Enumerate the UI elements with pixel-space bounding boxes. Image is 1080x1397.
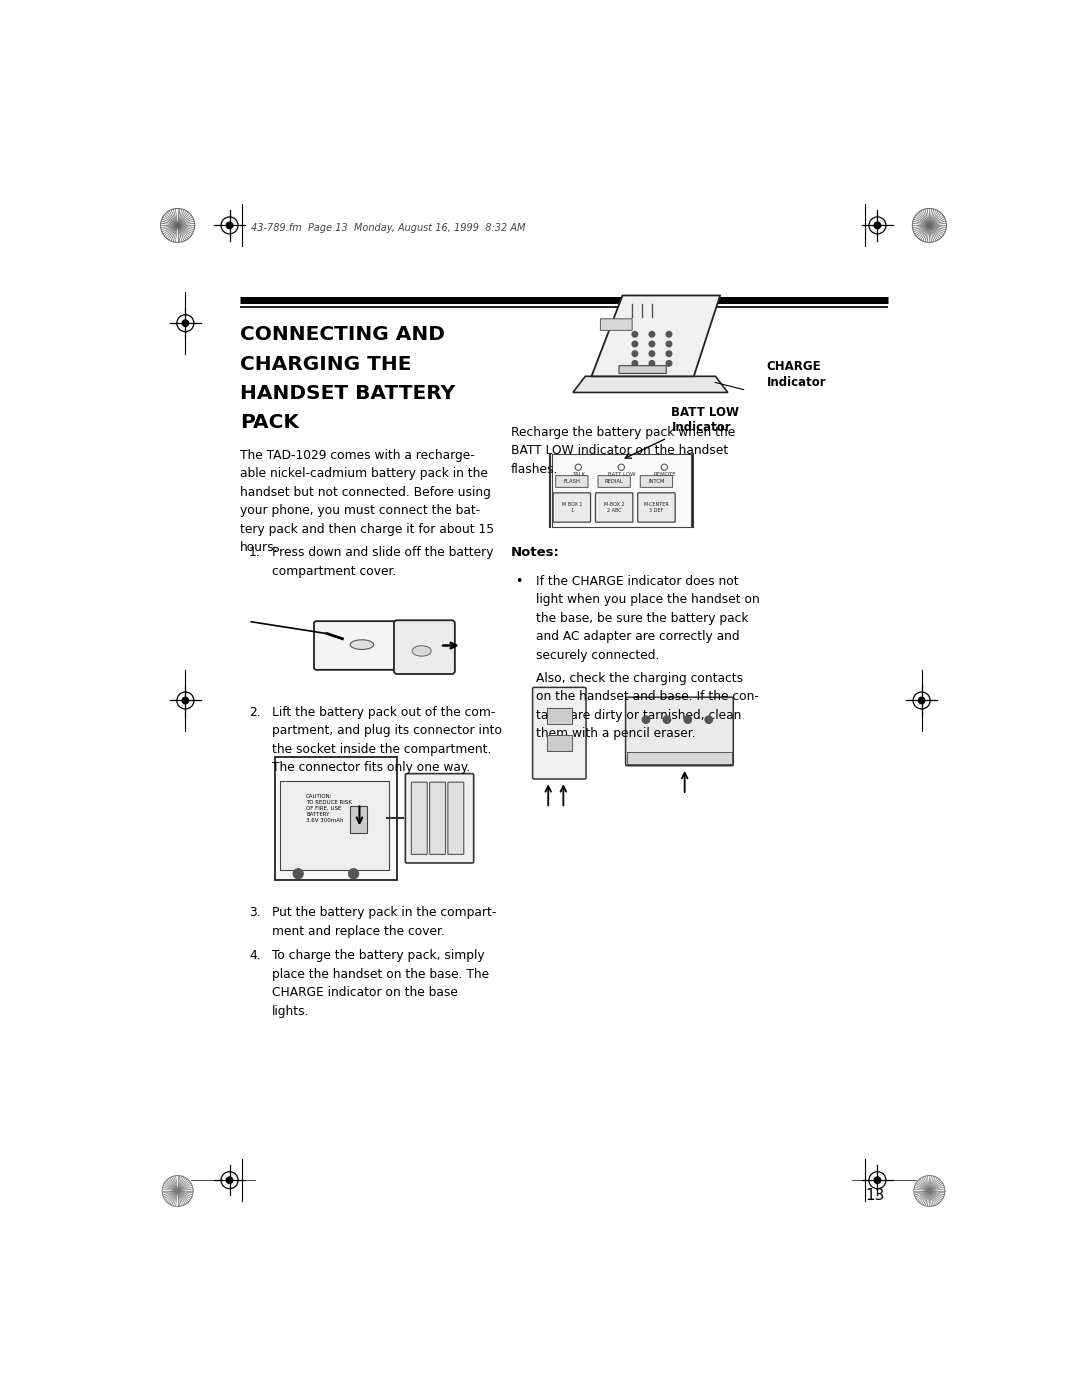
Text: 13: 13 [865,1187,885,1203]
Ellipse shape [413,645,431,657]
FancyBboxPatch shape [411,782,428,855]
Text: M-CENTER
3 DEF: M-CENTER 3 DEF [644,502,670,513]
FancyBboxPatch shape [394,620,455,673]
FancyBboxPatch shape [625,697,733,766]
FancyBboxPatch shape [281,781,389,870]
FancyBboxPatch shape [532,687,586,780]
FancyBboxPatch shape [430,782,446,855]
Text: HANDSET BATTERY: HANDSET BATTERY [240,384,455,402]
Text: CAUTION:
TO REDUCE RISK
OF FIRE, USE
BATTERY
3.6V 300mAh: CAUTION: TO REDUCE RISK OF FIRE, USE BAT… [306,793,352,823]
Circle shape [666,341,672,346]
FancyBboxPatch shape [546,708,572,725]
FancyBboxPatch shape [619,366,666,373]
Text: 43-789.fm  Page 13  Monday, August 16, 1999  8:32 AM: 43-789.fm Page 13 Monday, August 16, 199… [252,224,526,233]
Text: TALK: TALK [571,472,585,478]
Circle shape [874,1176,880,1183]
FancyBboxPatch shape [405,774,474,863]
Text: Also, check the charging contacts
on the handset and base. If the con-
tacts are: Also, check the charging contacts on the… [536,672,758,740]
Text: 2.: 2. [248,705,260,719]
FancyBboxPatch shape [627,753,732,764]
FancyBboxPatch shape [553,493,591,522]
Circle shape [632,331,637,337]
Circle shape [649,351,654,356]
Circle shape [649,331,654,337]
Text: 1.: 1. [248,546,260,559]
Text: CHARGE
Indicator: CHARGE Indicator [767,360,826,390]
FancyBboxPatch shape [274,757,397,880]
Circle shape [183,697,189,704]
FancyBboxPatch shape [556,475,588,488]
Circle shape [294,869,303,879]
Circle shape [643,717,649,724]
Circle shape [874,222,880,229]
Text: M BOX 1
1: M BOX 1 1 [562,502,582,513]
Circle shape [632,360,637,366]
Polygon shape [592,295,720,376]
Text: CHARGING THE: CHARGING THE [240,355,411,374]
Circle shape [663,717,671,724]
FancyBboxPatch shape [448,782,463,855]
Text: Put the battery pack in the compart-
ment and replace the cover.: Put the battery pack in the compart- men… [272,907,497,937]
Circle shape [632,341,637,346]
Text: Lift the battery pack out of the com-
partment, and plug its connector into
the : Lift the battery pack out of the com- pa… [272,705,502,774]
Text: Notes:: Notes: [511,546,559,559]
Circle shape [349,869,359,879]
FancyBboxPatch shape [640,475,673,488]
Text: CONNECTING AND: CONNECTING AND [240,326,445,345]
Ellipse shape [350,640,374,650]
Text: •: • [515,576,522,588]
FancyBboxPatch shape [350,806,367,833]
Text: INTCM: INTCM [648,479,664,483]
Text: FLASH: FLASH [564,479,580,483]
Text: REMOTE: REMOTE [653,472,676,478]
FancyBboxPatch shape [552,454,691,527]
Circle shape [666,331,672,337]
Circle shape [183,320,189,327]
Text: 3.: 3. [248,907,260,919]
Circle shape [666,360,672,366]
Circle shape [632,351,637,356]
Text: PACK: PACK [240,414,299,432]
Text: To charge the battery pack, simply
place the handset on the base. The
CHARGE ind: To charge the battery pack, simply place… [272,949,489,1017]
Circle shape [649,360,654,366]
Circle shape [649,341,654,346]
FancyBboxPatch shape [546,735,572,752]
Circle shape [684,717,691,724]
Circle shape [227,1176,233,1183]
Text: M-BOX 2
2 ABC: M-BOX 2 2 ABC [604,502,624,513]
Text: Recharge the battery pack when the
BATT LOW indicator on the handset
flashes.: Recharge the battery pack when the BATT … [511,426,735,475]
Text: 4.: 4. [248,949,260,963]
Text: Press down and slide off the battery
compartment cover.: Press down and slide off the battery com… [272,546,494,578]
Polygon shape [572,376,728,393]
Circle shape [227,222,233,229]
Circle shape [666,351,672,356]
FancyBboxPatch shape [314,622,449,669]
FancyBboxPatch shape [595,493,633,522]
FancyBboxPatch shape [638,493,675,522]
Text: If the CHARGE indicator does not
light when you place the handset on
the base, b: If the CHARGE indicator does not light w… [536,576,759,662]
Circle shape [705,717,713,724]
Text: BATT LOW
Indicator: BATT LOW Indicator [672,405,740,433]
Text: BATT LOW: BATT LOW [607,472,635,478]
Circle shape [918,697,924,704]
Text: REDIAL: REDIAL [605,479,623,483]
FancyBboxPatch shape [600,319,632,330]
FancyBboxPatch shape [598,475,631,488]
Text: The TAD-1029 comes with a recharge-
able nickel-cadmium battery pack in the
hand: The TAD-1029 comes with a recharge- able… [240,448,494,555]
